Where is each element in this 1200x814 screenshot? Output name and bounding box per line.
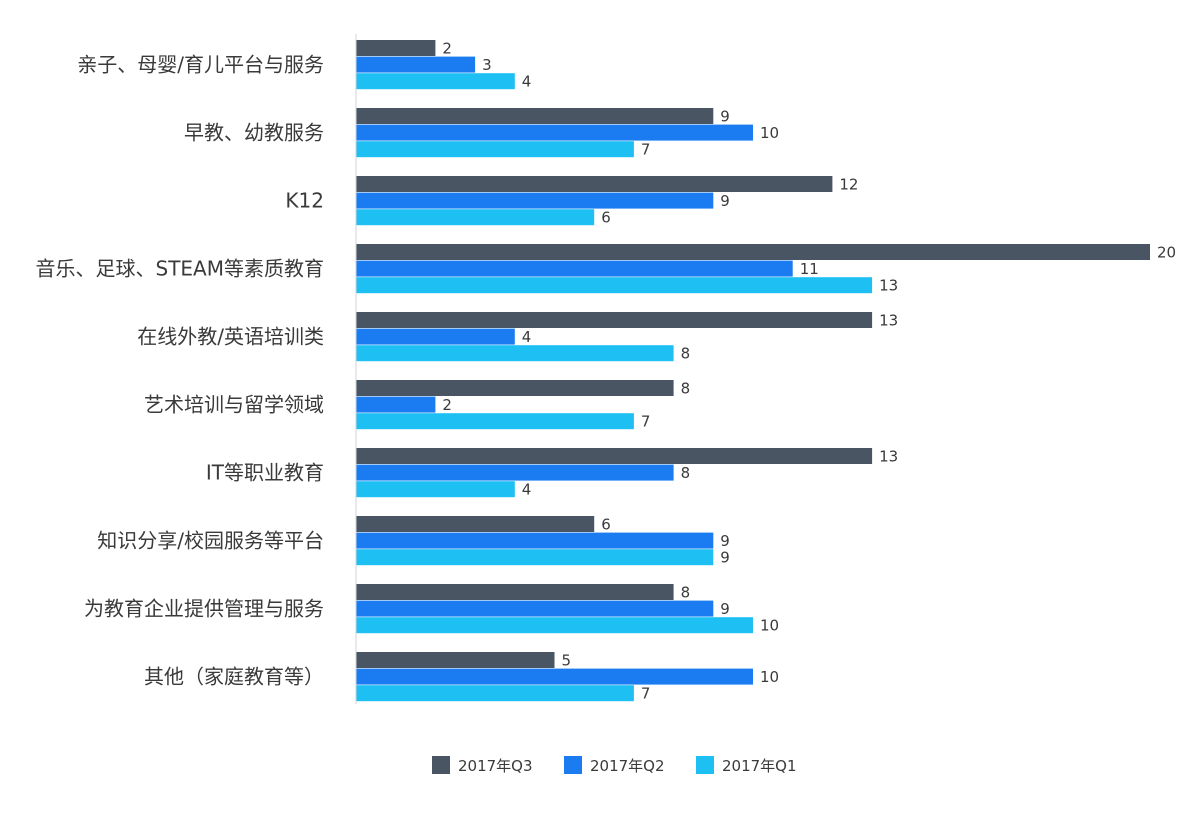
bar <box>356 549 714 566</box>
data-label: 11 <box>800 260 819 278</box>
data-label: 8 <box>681 584 691 602</box>
bar <box>356 141 634 158</box>
legend-swatch <box>432 756 450 774</box>
category-label: 其他（家庭教育等） <box>144 665 324 689</box>
data-label: 8 <box>681 380 691 398</box>
data-label: 13 <box>879 312 898 330</box>
data-label: 2 <box>442 40 452 58</box>
category-label: 在线外教/英语培训类 <box>137 325 324 349</box>
bar <box>356 652 555 668</box>
legend-label: 2017年Q3 <box>458 757 533 775</box>
bar <box>356 396 436 413</box>
data-label: 4 <box>522 328 532 346</box>
bar <box>356 413 634 430</box>
category-label: 为教育企业提供管理与服务 <box>84 597 324 621</box>
bar <box>356 345 674 362</box>
data-label: 9 <box>720 600 730 618</box>
bar <box>356 448 873 464</box>
data-label: 7 <box>641 413 651 431</box>
data-label: 12 <box>839 176 858 194</box>
bar <box>356 380 674 396</box>
category-label: 音乐、足球、STEAM等素质教育 <box>36 257 325 281</box>
bar <box>356 260 793 277</box>
bar <box>356 481 515 498</box>
data-label: 6 <box>601 209 611 227</box>
bar <box>356 312 873 328</box>
bar <box>356 176 833 192</box>
legend-label: 2017年Q2 <box>590 757 665 775</box>
data-label: 7 <box>641 141 651 159</box>
bar <box>356 56 476 73</box>
data-label: 10 <box>760 617 779 635</box>
data-label: 9 <box>720 108 730 126</box>
bar <box>356 668 753 685</box>
category-label: 知识分享/校园服务等平台 <box>97 529 324 553</box>
data-label: 10 <box>760 668 779 686</box>
legend-swatch <box>696 756 714 774</box>
bar <box>356 584 674 600</box>
category-label: 早教、幼教服务 <box>184 121 324 145</box>
data-label: 2 <box>442 396 452 414</box>
bar <box>356 108 714 124</box>
bar <box>356 40 436 56</box>
category-label: 亲子、母婴/育儿平台与服务 <box>77 53 324 77</box>
data-label: 20 <box>1157 244 1176 262</box>
legend-swatch <box>564 756 582 774</box>
bar <box>356 209 595 226</box>
labels-layer: 亲子、母婴/育儿平台与服务 2 3 4 早教、幼教服务 9 10 7 K12 12 9 6 音乐、足球、… <box>36 40 1177 703</box>
data-label: 13 <box>879 448 898 466</box>
bar <box>356 328 515 345</box>
bar <box>356 277 873 294</box>
data-label: 4 <box>522 73 532 91</box>
bar <box>356 617 753 634</box>
legend: 2017年Q3 2017年Q2 2017年Q1 <box>432 756 797 775</box>
data-label: 6 <box>601 516 611 534</box>
data-label: 10 <box>760 124 779 142</box>
bar <box>356 532 714 549</box>
data-label: 8 <box>681 345 691 363</box>
legend-label: 2017年Q1 <box>722 757 797 775</box>
bar <box>356 685 634 702</box>
category-label: 艺术培训与留学领域 <box>144 393 324 417</box>
bar <box>356 73 515 90</box>
bars-layer <box>356 40 1150 702</box>
bar <box>356 464 674 481</box>
category-label: IT等职业教育 <box>206 461 324 485</box>
category-label: K12 <box>285 189 324 213</box>
data-label: 7 <box>641 685 651 703</box>
data-label: 13 <box>879 277 898 295</box>
data-label: 9 <box>720 549 730 567</box>
bar <box>356 192 714 209</box>
bar <box>356 244 1150 260</box>
data-label: 8 <box>681 464 691 482</box>
bar <box>356 516 595 532</box>
data-label: 5 <box>562 652 572 670</box>
data-label: 9 <box>720 192 730 210</box>
data-label: 4 <box>522 481 532 499</box>
data-label: 3 <box>482 56 492 74</box>
data-label: 9 <box>720 532 730 550</box>
bar <box>356 124 753 141</box>
bar <box>356 600 714 617</box>
